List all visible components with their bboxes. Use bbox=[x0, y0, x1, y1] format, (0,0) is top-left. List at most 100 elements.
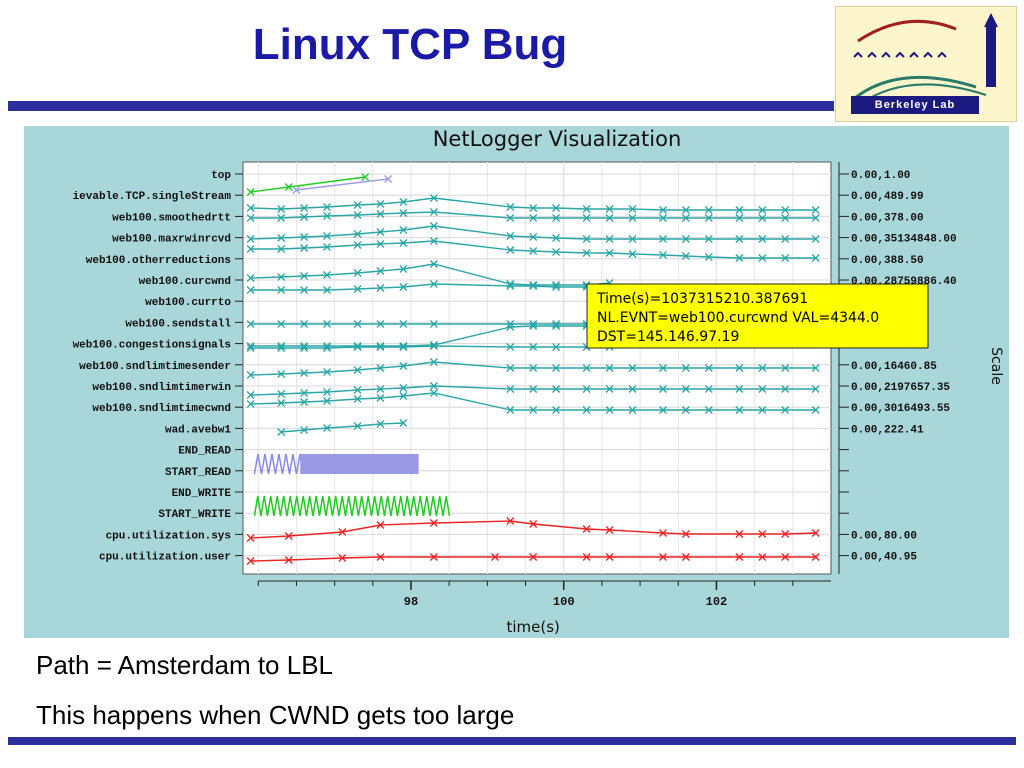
data-point bbox=[811, 385, 820, 393]
series-line bbox=[281, 422, 404, 433]
row-label: web100.sndlimtimecwnd bbox=[92, 403, 231, 415]
data-point bbox=[506, 364, 515, 372]
data-point bbox=[277, 273, 286, 281]
logo-mark-icon bbox=[853, 13, 998, 97]
data-point bbox=[246, 188, 255, 196]
data-point bbox=[704, 214, 713, 222]
data-point bbox=[582, 406, 591, 414]
row-label: web100.sndlimtimesender bbox=[79, 361, 231, 373]
data-point bbox=[506, 385, 515, 393]
data-point bbox=[300, 233, 309, 241]
data-point bbox=[605, 214, 614, 222]
data-point bbox=[781, 206, 790, 214]
data-point bbox=[552, 322, 561, 330]
data-point bbox=[429, 260, 438, 268]
data-point bbox=[659, 385, 667, 393]
data-point bbox=[659, 529, 667, 537]
data-point bbox=[353, 320, 362, 328]
data-point bbox=[376, 342, 385, 350]
data-point bbox=[529, 385, 538, 393]
data-point bbox=[529, 247, 538, 255]
data-point bbox=[246, 371, 255, 379]
data-point bbox=[399, 320, 408, 328]
data-point bbox=[735, 406, 744, 414]
data-point bbox=[529, 281, 538, 289]
scale-label: 0.00,16460.85 bbox=[851, 361, 937, 373]
data-point bbox=[582, 214, 591, 222]
data-point bbox=[376, 385, 385, 393]
data-point bbox=[353, 386, 362, 394]
row-label: top bbox=[211, 170, 231, 182]
scale-label: 0.00,80.00 bbox=[851, 530, 917, 542]
data-point bbox=[506, 323, 515, 331]
data-point bbox=[338, 528, 347, 536]
data-point bbox=[605, 205, 614, 213]
data-point bbox=[323, 212, 331, 220]
data-point bbox=[506, 282, 515, 290]
data-point bbox=[529, 322, 538, 330]
data-point bbox=[399, 209, 408, 217]
data-point bbox=[659, 214, 667, 222]
row-label: web100.sndlimtimerwin bbox=[92, 382, 231, 394]
data-point bbox=[704, 253, 713, 261]
data-point bbox=[376, 228, 385, 236]
data-point bbox=[605, 406, 614, 414]
data-point bbox=[361, 173, 370, 181]
berkeley-lab-logo: Berkeley Lab bbox=[835, 6, 1017, 122]
data-point bbox=[552, 204, 561, 212]
data-point bbox=[399, 265, 408, 273]
data-point bbox=[277, 344, 286, 352]
data-point bbox=[552, 364, 561, 372]
tooltip-line: Time(s)=1037315210.387691 bbox=[596, 291, 808, 307]
data-point bbox=[582, 235, 591, 243]
row-label: web100.currto bbox=[145, 297, 231, 309]
data-point bbox=[300, 204, 309, 212]
row-label: cpu.utilization.user bbox=[99, 552, 231, 564]
data-point bbox=[605, 385, 614, 393]
data-point bbox=[781, 235, 790, 243]
data-point bbox=[811, 235, 820, 243]
data-point bbox=[506, 517, 515, 525]
data-point bbox=[292, 186, 301, 194]
data-point bbox=[277, 390, 286, 398]
read-events bbox=[253, 453, 305, 475]
data-point bbox=[300, 213, 309, 221]
data-point bbox=[376, 394, 385, 402]
data-point bbox=[659, 406, 667, 414]
data-point bbox=[605, 526, 614, 534]
data-point bbox=[284, 556, 293, 564]
data-point bbox=[376, 320, 385, 328]
tooltip-line: DST=145.146.97.19 bbox=[597, 329, 739, 345]
netlogger-chart: NetLogger Visualization top 0.00,1.00 ievab… bbox=[73, 127, 1004, 636]
data-point bbox=[552, 234, 561, 242]
data-point bbox=[811, 553, 820, 561]
data-point bbox=[628, 406, 637, 414]
data-point bbox=[681, 214, 690, 222]
scale-label: 0.00,222.41 bbox=[851, 424, 924, 436]
data-point bbox=[376, 343, 385, 351]
data-point bbox=[353, 342, 362, 350]
data-point bbox=[429, 341, 438, 349]
x-tick-label: 102 bbox=[706, 595, 728, 609]
data-point bbox=[284, 183, 293, 191]
data-point bbox=[300, 286, 309, 294]
data-point bbox=[811, 254, 820, 262]
data-point bbox=[659, 251, 667, 259]
data-point bbox=[781, 553, 790, 561]
data-point bbox=[246, 204, 255, 212]
data-point bbox=[384, 175, 393, 183]
data-point bbox=[735, 364, 744, 372]
data-point bbox=[758, 235, 767, 243]
data-point bbox=[704, 406, 713, 414]
data-point bbox=[323, 368, 331, 376]
write-events bbox=[253, 495, 451, 517]
data-point bbox=[300, 344, 309, 352]
data-point bbox=[429, 389, 438, 397]
data-point bbox=[323, 397, 331, 405]
scale-label: 0.00,2197657.35 bbox=[851, 382, 950, 394]
data-point bbox=[399, 384, 408, 392]
data-point bbox=[376, 284, 385, 292]
data-point bbox=[811, 206, 820, 214]
data-point bbox=[246, 391, 255, 399]
data-point bbox=[277, 320, 286, 328]
